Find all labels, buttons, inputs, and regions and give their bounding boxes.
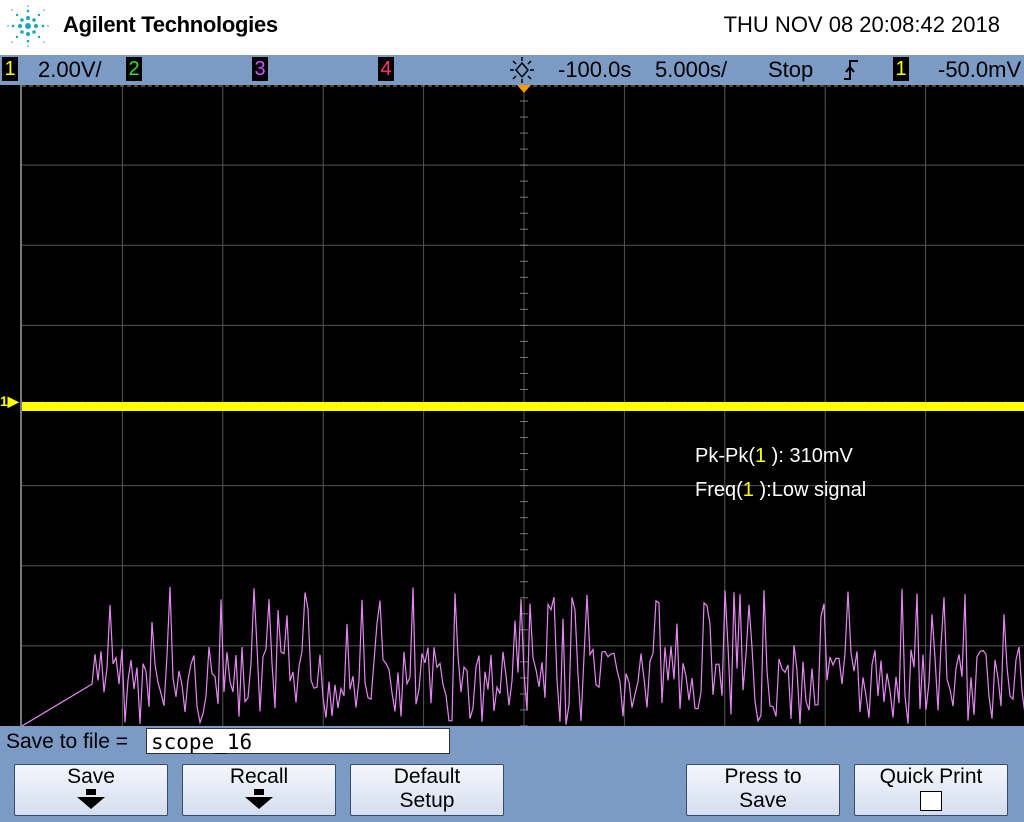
- agilent-spark-icon: [7, 5, 49, 47]
- quick-print-label: Quick Print: [879, 765, 983, 788]
- waveform-display: Pk-Pk(1 ): 310mV Freq(1 ):Low signal: [20, 85, 1024, 726]
- checkbox-icon: [920, 791, 942, 811]
- channel-marker-strip: [0, 85, 20, 726]
- press-to-save-softkey[interactable]: Press to Save: [686, 764, 840, 816]
- status-bar: 1 2.00V/ 2 3 4 -100.0s 5.000s/ Stop 1 -5…: [0, 55, 1024, 85]
- channel-1-marker-label: 1: [0, 393, 8, 409]
- recall-softkey-label: Recall: [229, 765, 289, 788]
- datetime-readout: THU NOV 08 20:08:42 2018: [723, 12, 1000, 37]
- channel-3-trace: [22, 586, 1024, 726]
- filename-field[interactable]: scope_16: [146, 728, 450, 754]
- arrow-down-icon: [86, 789, 96, 795]
- horizontal-delay: -100.0s: [558, 57, 632, 82]
- freq-value: ):Low signal: [753, 479, 867, 501]
- brand-name: Agilent Technologies: [63, 12, 278, 37]
- channel-1-indicator[interactable]: 1: [2, 57, 18, 81]
- run-state: Stop: [768, 57, 814, 82]
- trigger-source: 1: [893, 57, 909, 81]
- pk-pk-prefix: Pk-Pk(: [695, 445, 755, 467]
- save-softkey-label: Save: [67, 765, 115, 788]
- trigger-level: -50.0mV: [938, 57, 1022, 82]
- channel-2-indicator[interactable]: 2: [126, 57, 142, 81]
- instrument-header: Agilent Technologies THU NOV 08 20:08:42…: [0, 0, 1024, 55]
- default-setup-line2: Setup: [399, 789, 455, 812]
- pk-pk-value: ): 310mV: [766, 445, 853, 467]
- channel-3-indicator[interactable]: 3: [252, 57, 268, 81]
- channel-1-trace: [22, 402, 1024, 411]
- channel-1-scale: 2.00V/: [38, 57, 102, 82]
- recall-softkey[interactable]: Recall: [182, 764, 336, 816]
- freq-channel: 1: [742, 479, 754, 501]
- channel-4-indicator[interactable]: 4: [378, 57, 394, 81]
- time-reference-icon: [510, 57, 534, 83]
- waveform-graticule: [22, 85, 1024, 726]
- arrow-down-icon: [254, 789, 264, 795]
- default-setup-softkey[interactable]: Default Setup: [350, 764, 504, 816]
- save-softkey[interactable]: Save: [14, 764, 168, 816]
- press-to-save-line2: Save: [739, 789, 787, 812]
- timebase-scale: 5.000s/: [655, 57, 728, 82]
- channel-1-ground-marker[interactable]: 1▶: [0, 393, 19, 409]
- save-to-file-label: Save to file =: [6, 730, 128, 753]
- default-setup-line1: Default: [393, 765, 461, 788]
- quick-print-softkey[interactable]: Quick Print: [854, 764, 1008, 816]
- pk-pk-channel: 1: [755, 445, 767, 467]
- save-menu: Save to file = scope_16 Save Recall Defa…: [0, 726, 1024, 822]
- rising-edge-icon: [844, 60, 858, 80]
- pk-pk-measurement: Pk-Pk(1 ): 310mV: [695, 445, 853, 468]
- trigger-position-marker: [517, 85, 531, 93]
- freq-prefix: Freq(: [695, 479, 743, 501]
- press-to-save-line1: Press to: [724, 765, 802, 788]
- frequency-measurement: Freq(1 ):Low signal: [695, 479, 866, 502]
